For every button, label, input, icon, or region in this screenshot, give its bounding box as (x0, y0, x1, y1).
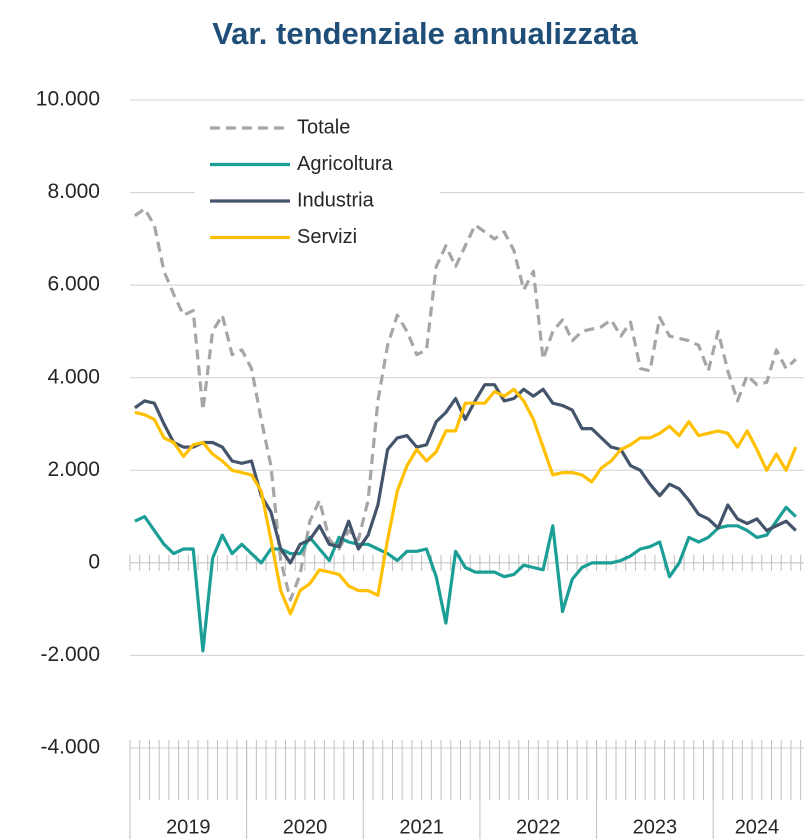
series-line (134, 505, 797, 653)
y-tick-label: -4.000 (40, 736, 100, 759)
y-tick-label: 0 (88, 550, 100, 573)
x-tick-label: 2020 (283, 816, 328, 838)
y-tick-label: -2.000 (40, 643, 100, 666)
series-line (133, 207, 797, 602)
legend-label: Industria (297, 189, 375, 211)
series-line (133, 383, 797, 565)
legend-label: Totale (297, 116, 350, 138)
y-tick-label: 2.000 (47, 458, 100, 481)
x-tick-label: 2023 (633, 816, 678, 838)
series-line (134, 387, 798, 616)
y-tick-label: 8.000 (47, 180, 100, 203)
legend-label: Servizi (297, 226, 357, 248)
x-tick-label: 2019 (166, 816, 211, 838)
x-tick-label: 2024 (735, 816, 780, 838)
chart-title: Var. tendenziale annualizzata (212, 16, 638, 51)
y-tick-label: 6.000 (47, 273, 100, 296)
y-tick-label: 10.000 (36, 88, 100, 111)
y-tick-label: 4.000 (47, 365, 100, 388)
x-tick-label: 2022 (516, 816, 561, 838)
legend-label: Agricoltura (297, 153, 393, 175)
x-tick-label: 2021 (399, 816, 444, 838)
legend-background (195, 110, 440, 250)
